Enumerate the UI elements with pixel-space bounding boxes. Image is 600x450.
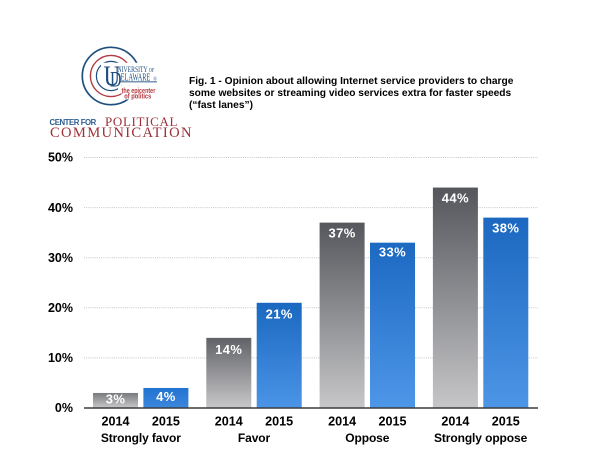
svg-text:30%: 30% xyxy=(48,251,73,265)
svg-text:2015: 2015 xyxy=(152,415,180,429)
svg-text:20%: 20% xyxy=(48,301,73,315)
svg-text:44%: 44% xyxy=(442,191,469,206)
svg-text:Favor: Favor xyxy=(238,431,271,445)
svg-text:14%: 14% xyxy=(215,342,242,357)
svg-text:D: D xyxy=(110,68,122,92)
svg-text:2014: 2014 xyxy=(328,415,356,429)
svg-text:4%: 4% xyxy=(156,389,176,404)
svg-text:Oppose: Oppose xyxy=(345,431,389,445)
svg-text:of politics: of politics xyxy=(124,93,151,101)
svg-text:50%: 50% xyxy=(48,151,73,165)
svg-text:U: U xyxy=(104,60,121,92)
svg-text:ELAWARE: ELAWARE xyxy=(121,71,151,83)
svg-text:2015: 2015 xyxy=(492,415,520,429)
svg-text:Strongly favor: Strongly favor xyxy=(101,431,181,445)
svg-text:POLITICAL: POLITICAL xyxy=(105,114,178,129)
svg-text:38%: 38% xyxy=(492,220,519,235)
svg-text:CENTER FOR: CENTER FOR xyxy=(50,118,97,127)
svg-text:3%: 3% xyxy=(106,391,126,406)
svg-text:®: ® xyxy=(153,76,157,82)
svg-text:2014: 2014 xyxy=(101,415,129,429)
svg-text:33%: 33% xyxy=(379,245,406,260)
svg-text:2014: 2014 xyxy=(215,415,243,429)
svg-text:40%: 40% xyxy=(48,201,73,215)
svg-text:COMMUNICATION: COMMUNICATION xyxy=(50,125,192,141)
svg-text:21%: 21% xyxy=(266,307,293,322)
svg-text:NIVERSITY: NIVERSITY xyxy=(118,65,148,74)
svg-text:10%: 10% xyxy=(48,351,73,365)
svg-text:37%: 37% xyxy=(328,225,355,240)
svg-text:2014: 2014 xyxy=(441,415,469,429)
svg-text:Strongly oppose: Strongly oppose xyxy=(434,431,528,445)
svg-text:the epicenter: the epicenter xyxy=(122,87,156,95)
svg-text:0%: 0% xyxy=(55,401,73,415)
svg-text:2015: 2015 xyxy=(265,415,293,429)
svg-text:2015: 2015 xyxy=(378,415,406,429)
svg-text:OF: OF xyxy=(149,68,155,75)
